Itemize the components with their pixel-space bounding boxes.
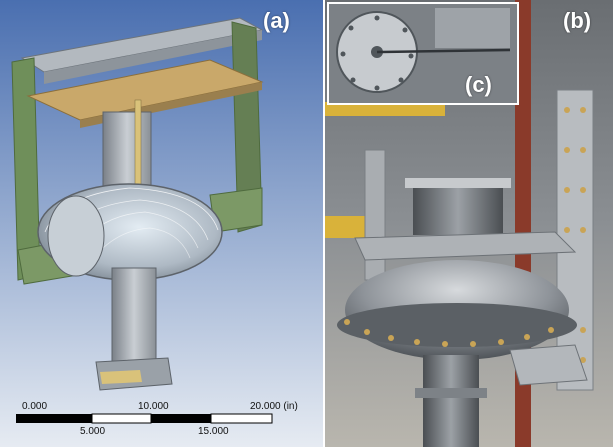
scale-tick-5: 5.000 bbox=[80, 426, 106, 437]
panel-label-a: (a) bbox=[263, 8, 290, 33]
cad-render-panel: 0.000 10.000 20.000 (in) 5.000 15.000 (a… bbox=[0, 0, 323, 447]
panel-label-b: (b) bbox=[563, 8, 592, 33]
inset-photo-c bbox=[327, 2, 519, 105]
apparatus-photo-illustration bbox=[325, 0, 613, 447]
scale-bar bbox=[16, 413, 273, 424]
scale-tick-20: 20.000 (in) bbox=[250, 401, 298, 412]
photo-panel: (b) (c) bbox=[325, 0, 613, 447]
panel-label-c: (c) bbox=[465, 72, 492, 97]
scale-tick-10: 10.000 bbox=[138, 401, 169, 412]
cad-model-illustration bbox=[0, 0, 323, 447]
scale-tick-0: 0.000 bbox=[22, 401, 48, 412]
scale-tick-15: 15.000 bbox=[198, 426, 229, 437]
